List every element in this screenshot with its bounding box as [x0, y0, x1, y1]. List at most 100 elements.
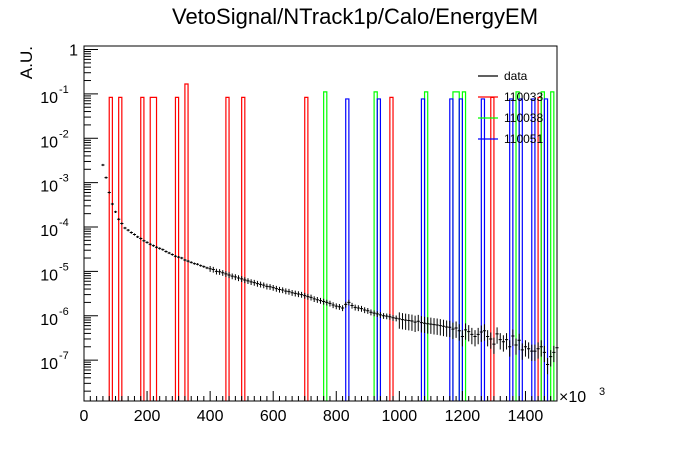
data-point-820	[340, 305, 345, 312]
bar-110033-210	[149, 96, 158, 401]
data-point-360	[195, 263, 200, 266]
data-point-400	[208, 266, 212, 272]
data-point-1180	[454, 321, 458, 338]
data-point-240	[158, 247, 162, 250]
data-point-1380	[517, 333, 521, 351]
bar-110033-1290	[490, 96, 495, 401]
data-point-1260	[479, 325, 483, 342]
data-point-1270	[482, 324, 487, 341]
data-point-690	[300, 291, 304, 298]
data-point-1030	[407, 314, 411, 331]
data-point-660	[290, 290, 294, 296]
data-point-90	[110, 202, 114, 206]
data-point-1010	[400, 313, 405, 330]
data-point-930	[375, 311, 379, 318]
series-110051	[345, 98, 549, 401]
data-point-540	[252, 279, 256, 286]
bar-110051-1380	[518, 98, 523, 401]
data-point-700	[303, 292, 307, 299]
data-point-610	[274, 285, 278, 292]
data-point-210	[148, 243, 152, 246]
data-point-630	[281, 287, 285, 294]
data-point-160	[132, 233, 137, 236]
bar-110051-1420	[531, 98, 536, 401]
data-point-590	[268, 284, 272, 290]
data-point-850	[350, 302, 354, 309]
bar-110033-700	[304, 96, 309, 401]
data-point-870	[356, 305, 360, 312]
data-point-100	[113, 210, 118, 214]
data-point-320	[183, 258, 187, 262]
x-tick-label: 1200	[445, 408, 481, 425]
x-tick-label: 1000	[382, 408, 418, 425]
bar-110033-970	[389, 96, 394, 401]
x-tick-label: 600	[260, 408, 287, 425]
bar-110038-1480	[550, 91, 555, 401]
data-point-1100	[429, 317, 433, 334]
data-point-730	[312, 296, 316, 303]
data-point-800	[334, 303, 338, 310]
data-point-1290	[489, 332, 493, 349]
data-point-500	[240, 276, 244, 282]
legend-label-110038: 110038	[504, 111, 543, 125]
bar-110033-500	[241, 96, 246, 401]
data-point-1120	[435, 318, 439, 335]
y-tick-label: 10	[40, 267, 58, 284]
data-point-1320	[498, 333, 502, 350]
y-tick-exponent: -3	[59, 173, 69, 185]
data-point-220	[151, 244, 155, 247]
bar-110051-1190	[458, 98, 463, 401]
data-point-740	[315, 297, 319, 303]
data-point-1230	[470, 327, 474, 345]
data-point-620	[277, 286, 282, 293]
legend-label-110051: 110051	[504, 132, 543, 146]
data-point-790	[331, 302, 335, 309]
data-point-530	[249, 279, 253, 286]
data-point-310	[180, 256, 184, 260]
bar-110051-1350	[509, 98, 514, 401]
data-point-350	[192, 262, 196, 265]
bar-110051-1260	[480, 98, 486, 401]
data-point-1470	[545, 357, 550, 375]
data-point-390	[205, 266, 209, 270]
y-tick-label: 10	[40, 134, 58, 151]
data-point-1020	[404, 313, 408, 330]
data-point-430	[218, 269, 222, 275]
data-point-170	[136, 235, 140, 239]
data-point-450	[224, 271, 228, 277]
data-point-890	[363, 307, 367, 314]
data-point-110	[117, 218, 121, 221]
data-point-1360	[511, 329, 515, 346]
data-point-410	[211, 266, 215, 273]
data-point-860	[353, 304, 357, 311]
data-point-770	[325, 299, 329, 306]
data-point-1340	[504, 333, 509, 350]
data-point-950	[381, 313, 386, 319]
x-multiplier-label: ×10	[559, 389, 586, 406]
plot-frame	[83, 45, 558, 402]
bar-110038-760	[323, 91, 328, 401]
data-point-760	[322, 298, 326, 305]
y-tick-exponent: -4	[59, 217, 69, 229]
data-point-960	[385, 313, 389, 320]
data-point-980	[391, 315, 395, 321]
bar-110033-320	[184, 83, 189, 401]
data-point-460	[227, 272, 231, 279]
data-point-910	[369, 309, 373, 316]
bar-110051-930	[376, 98, 382, 401]
data-point-340	[189, 261, 193, 264]
data-point-130	[123, 226, 127, 230]
data-point-1390	[520, 343, 524, 360]
data-point-900	[366, 308, 370, 314]
data-point-200	[145, 241, 149, 244]
data-point-490	[236, 275, 241, 282]
data-point-290	[173, 255, 178, 258]
bar-110033-110	[118, 96, 123, 401]
data-point-1400	[523, 340, 528, 357]
bar-110033-180	[140, 96, 145, 401]
y-tick-label: 10	[40, 90, 58, 107]
data-point-1410	[527, 342, 531, 359]
data-point-1430	[533, 344, 537, 361]
data-point-1150	[445, 320, 449, 337]
data-point-1040	[410, 314, 414, 331]
